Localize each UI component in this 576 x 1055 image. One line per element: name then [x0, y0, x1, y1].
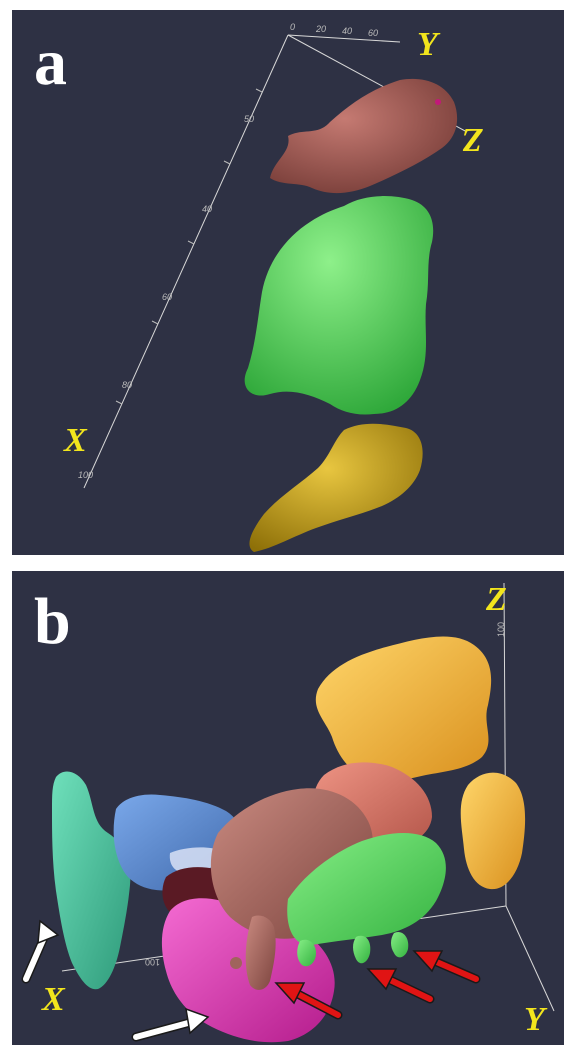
tick-side-100: 100	[78, 470, 93, 480]
panel-a: 0 20 40 60 50 40 60 80 100 a Y Z X	[12, 10, 564, 555]
panel-a-render: 0 20 40 60 50 40 60 80 100	[78, 22, 468, 552]
y-axis-line-b	[505, 905, 555, 1012]
white-arrow-1	[21, 919, 60, 984]
white-arrow-2	[131, 1007, 210, 1042]
tick-x-100: 100	[145, 957, 160, 967]
tick-top-0: 0	[290, 22, 295, 32]
panel-b-axis-y: Y	[524, 1001, 545, 1038]
panel-b-axis-z: Z	[486, 581, 507, 618]
arrows	[21, 919, 481, 1042]
panel-a-axis-z: Z	[462, 121, 483, 158]
blue-highlight-patch	[169, 847, 223, 874]
green-drip-3	[391, 931, 409, 958]
tick-labels-a: 0 20 40 60 50 40 60 80 100	[78, 22, 378, 480]
red-arrow-2	[366, 968, 435, 1004]
panel-a-axis-x: X	[64, 422, 87, 459]
gold-structure	[249, 423, 423, 552]
tick-side-50: 50	[244, 114, 254, 124]
green-drip-1	[297, 939, 316, 967]
tick-top-20: 20	[315, 24, 326, 34]
panel-a-letter: a	[34, 26, 67, 99]
panel-b-render: 100 100	[21, 582, 555, 1043]
teal-structure	[52, 771, 131, 990]
y-axis-line	[287, 34, 401, 43]
brown-stalk	[245, 915, 276, 990]
axes-a	[83, 34, 468, 489]
x-axis-line	[83, 34, 289, 489]
tick-side-80: 80	[122, 380, 132, 390]
red-arrow-1	[274, 982, 343, 1020]
tick-labels-b: 100 100	[145, 622, 506, 967]
tick-top-40: 40	[342, 26, 352, 36]
tip-marker	[435, 99, 441, 105]
green-structure-b	[287, 833, 446, 946]
red-arrow-3	[412, 950, 481, 984]
panel-a-axis-y: Y	[417, 26, 438, 63]
orange-lower-structure	[460, 772, 526, 890]
tick-top-60: 60	[368, 28, 378, 38]
green-structure	[244, 196, 434, 415]
brown-nodule	[230, 957, 242, 969]
panel-b: 100 100	[12, 571, 564, 1045]
tick-side-60: 60	[162, 292, 172, 302]
orange-structure	[315, 636, 492, 783]
x-axis-ticks	[115, 88, 263, 405]
brown-structure	[270, 78, 458, 194]
green-drip-2	[353, 935, 371, 964]
panel-b-letter: b	[34, 585, 71, 658]
tick-side-40: 40	[202, 204, 212, 214]
panel-b-axis-x: X	[42, 981, 65, 1018]
tick-z-100: 100	[496, 622, 506, 637]
